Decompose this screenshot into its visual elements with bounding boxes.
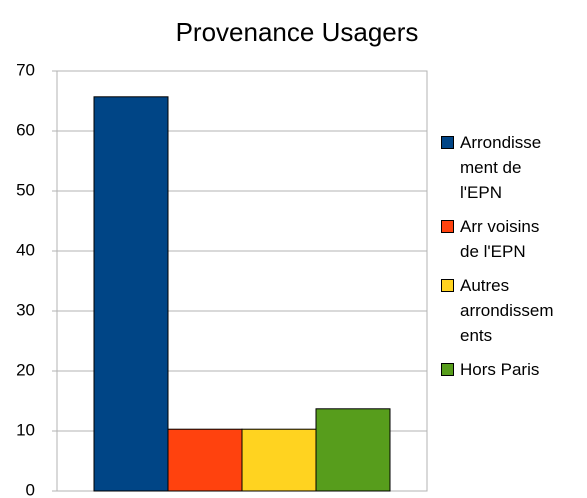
bar [93, 96, 169, 492]
bar [241, 428, 317, 492]
legend-label: Arr voisins de l'EPN [460, 217, 540, 261]
chart-title: Provenance Usagers [176, 17, 419, 47]
bar [315, 408, 391, 492]
y-tick-label: 60 [16, 120, 35, 139]
legend-label: Hors Paris [460, 360, 540, 379]
y-tick-label: 10 [16, 420, 35, 439]
legend-swatch [441, 279, 454, 292]
y-tick-label: 70 [16, 60, 35, 79]
legend-label: Autres arrondissements [460, 276, 554, 345]
legend-item: Autres arrondissements [441, 273, 587, 348]
legend: Arrondissement de l'EPN Arr voisins de l'… [441, 130, 587, 391]
bar [167, 428, 243, 492]
y-tick-label: 40 [16, 240, 35, 259]
legend-label: Arrondissement de l'EPN [460, 133, 542, 202]
y-tick-label: 50 [16, 180, 35, 199]
legend-swatch [441, 136, 454, 149]
legend-item: Hors Paris [441, 357, 587, 382]
legend-item: Arrondissement de l'EPN [441, 130, 587, 205]
y-tick-label: 0 [26, 480, 35, 498]
y-tick-label: 30 [16, 300, 35, 319]
legend-item: Arr voisins de l'EPN [441, 214, 587, 264]
legend-swatch [441, 363, 454, 376]
legend-swatch [441, 220, 454, 233]
y-tick-label: 20 [16, 360, 35, 379]
